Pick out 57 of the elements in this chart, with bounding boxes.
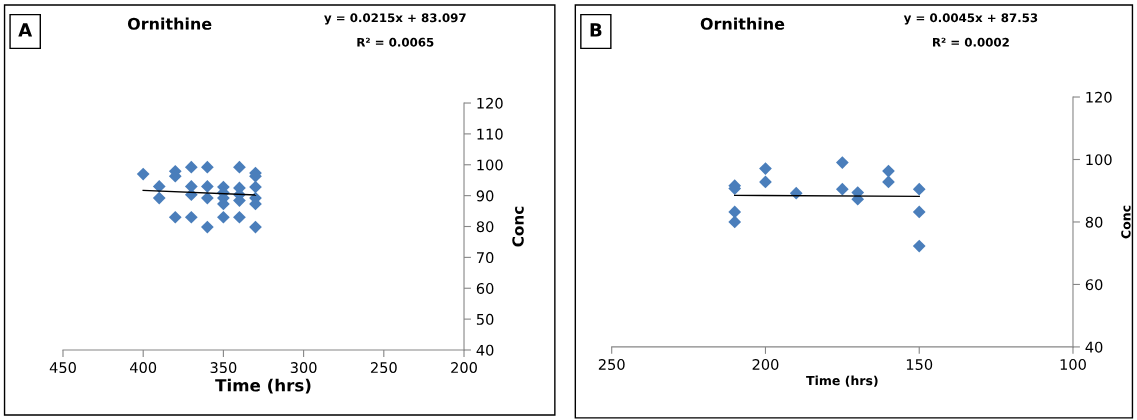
- chart-title: Ornithine: [700, 17, 785, 30]
- point: [184, 160, 198, 174]
- y-axis-title: Conc: [1121, 205, 1131, 239]
- y-tick-label: 90: [476, 190, 494, 202]
- point: [200, 160, 214, 174]
- y-tick-label: 60: [1085, 279, 1103, 291]
- x-tick-label: 200: [752, 358, 779, 371]
- y-tick-label: 50: [476, 313, 494, 325]
- x-axis-title: Time (hrs): [806, 375, 878, 387]
- y-tick-label: 60: [476, 282, 494, 294]
- y-tick-label: 70: [477, 252, 494, 264]
- point: [217, 210, 230, 224]
- text: R² = 0.0002: [933, 37, 1009, 47]
- x-axis-title: Time (hrs): [215, 378, 311, 394]
- point: [728, 205, 742, 219]
- y-tick-label: 120: [477, 97, 503, 109]
- point: [912, 205, 926, 219]
- text: A: [18, 23, 33, 37]
- point: [912, 182, 926, 196]
- point: [136, 167, 150, 181]
- y-tick-label: 100: [477, 159, 503, 171]
- text: y = 0.0215x + 83.097: [324, 13, 466, 25]
- point: [200, 191, 214, 205]
- x-tick-label: 300: [290, 362, 317, 374]
- y-tick-label: 80: [1085, 216, 1103, 228]
- point: [912, 239, 926, 253]
- point: [184, 210, 198, 224]
- point: [200, 220, 214, 234]
- point: [200, 180, 214, 193]
- y-tick-label: 100: [1086, 154, 1112, 166]
- point: [835, 156, 849, 169]
- y-axis-title: Conc: [512, 206, 524, 247]
- point: [249, 220, 262, 234]
- point: [168, 210, 182, 224]
- x-tick-label: 100: [1060, 358, 1086, 371]
- text: R² = 0.0065: [357, 37, 434, 47]
- point: [835, 182, 849, 196]
- x-tick-label: 200: [451, 362, 477, 374]
- y-tick-label: 40: [476, 344, 494, 356]
- y-tick-label: 120: [1086, 91, 1112, 103]
- text: B: [590, 23, 602, 37]
- y-tick-label: 80: [476, 221, 494, 233]
- point: [152, 191, 166, 205]
- point: [759, 162, 772, 175]
- x-tick-label: 350: [210, 362, 237, 374]
- y-tick-label: 40: [1085, 341, 1103, 353]
- point: [728, 215, 742, 229]
- text: y = 0.0045x + 87.53: [903, 13, 1038, 25]
- x-tick-label: 150: [906, 358, 933, 371]
- point: [233, 210, 246, 224]
- point: [233, 160, 246, 174]
- x-tick-label: 250: [370, 362, 397, 374]
- chart-title: Ornithine: [127, 17, 212, 30]
- x-tick-label: 450: [49, 362, 76, 374]
- x-tick-label: 250: [598, 358, 625, 371]
- x-tick-label: 400: [129, 362, 157, 374]
- y-tick-label: 110: [477, 128, 503, 140]
